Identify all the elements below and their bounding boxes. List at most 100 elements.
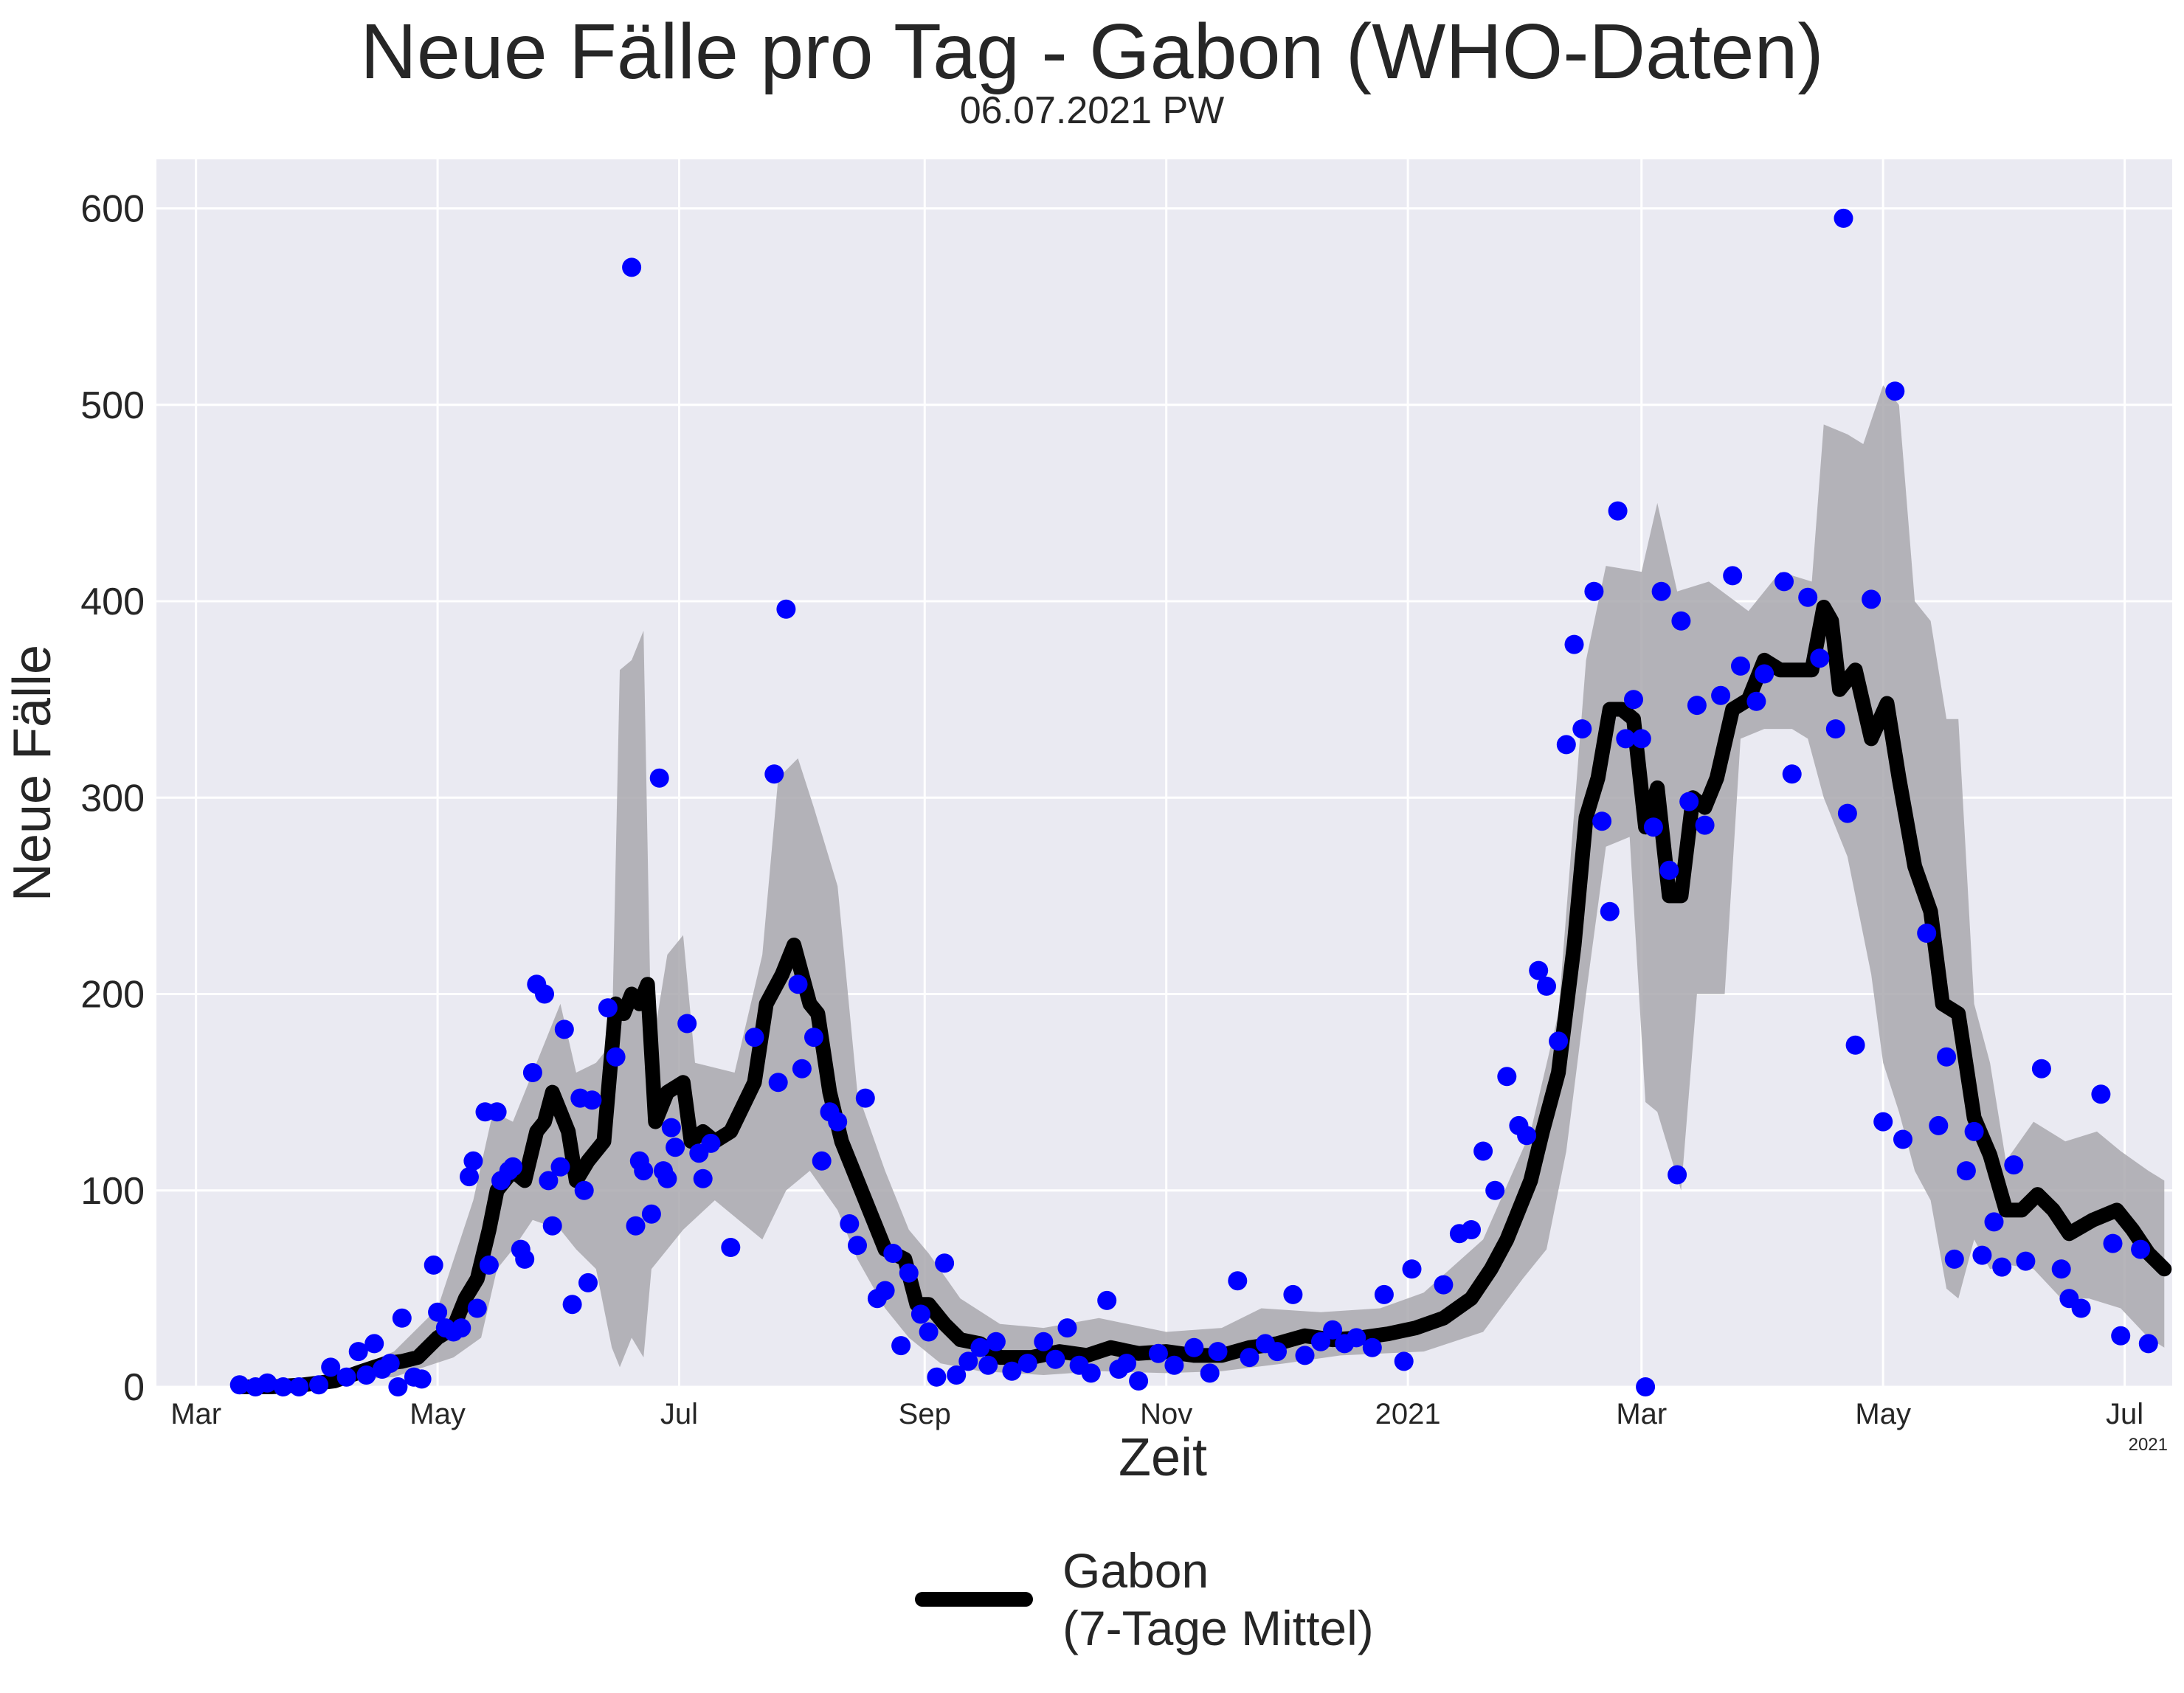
data-point bbox=[744, 1028, 764, 1048]
data-point bbox=[1394, 1351, 1414, 1371]
data-point bbox=[1956, 1161, 1976, 1181]
data-point bbox=[1240, 1348, 1259, 1368]
data-point bbox=[1782, 764, 1802, 784]
data-point bbox=[1556, 735, 1576, 755]
data-point bbox=[947, 1365, 967, 1385]
data-point bbox=[1917, 924, 1937, 943]
y-tick-label: 200 bbox=[80, 974, 145, 1017]
data-point bbox=[574, 1180, 594, 1200]
data-point bbox=[1837, 803, 1857, 823]
data-point bbox=[479, 1255, 499, 1275]
data-point bbox=[1117, 1354, 1136, 1374]
legend-line-swatch bbox=[915, 1592, 1033, 1607]
data-point bbox=[452, 1318, 471, 1338]
x-tick-label: Mar bbox=[1616, 1398, 1667, 1430]
data-point bbox=[1624, 690, 1643, 710]
data-point bbox=[1434, 1275, 1454, 1295]
data-point bbox=[460, 1167, 479, 1187]
chart-subtitle: 06.07.2021 PW bbox=[959, 89, 1225, 132]
data-point bbox=[2111, 1326, 2131, 1346]
legend-label: Gabon (7-Tage Mittel) bbox=[1062, 1542, 1374, 1657]
data-point bbox=[1584, 581, 1604, 601]
data-point bbox=[626, 1216, 646, 1236]
data-point bbox=[1723, 566, 1743, 586]
y-tick-label: 500 bbox=[80, 384, 145, 427]
x-tick-label: Jul bbox=[2106, 1398, 2143, 1430]
y-tick-label: 600 bbox=[80, 188, 145, 231]
data-point bbox=[1885, 381, 1905, 401]
data-point bbox=[1643, 817, 1663, 837]
data-point bbox=[364, 1334, 384, 1354]
data-point bbox=[978, 1355, 998, 1375]
data-point bbox=[1659, 860, 1679, 880]
data-point bbox=[666, 1138, 685, 1157]
data-point bbox=[1711, 685, 1731, 705]
data-point bbox=[986, 1332, 1006, 1351]
data-point bbox=[487, 1102, 507, 1122]
data-point bbox=[1402, 1259, 1422, 1279]
data-point bbox=[1937, 1047, 1957, 1067]
data-point bbox=[1992, 1257, 2012, 1277]
data-point bbox=[768, 1073, 788, 1093]
data-point bbox=[1268, 1342, 1287, 1362]
data-point bbox=[1184, 1337, 1204, 1357]
data-point bbox=[677, 1014, 697, 1034]
data-point bbox=[1631, 729, 1651, 749]
data-point bbox=[1964, 1121, 1984, 1141]
data-point bbox=[1810, 648, 1830, 668]
y-tick-label: 100 bbox=[80, 1170, 145, 1213]
data-point bbox=[1002, 1361, 1022, 1381]
data-point bbox=[1944, 1249, 1964, 1269]
data-point bbox=[424, 1255, 443, 1275]
y-tick-label: 400 bbox=[80, 581, 145, 623]
data-point bbox=[1097, 1290, 1117, 1310]
x-axis-ticks: Mar May Jul Sep Nov 2021 Mar May Jul bbox=[170, 1398, 2143, 1430]
data-point bbox=[2051, 1259, 2071, 1279]
data-point bbox=[1200, 1363, 1220, 1383]
data-point bbox=[1148, 1343, 1168, 1363]
data-point bbox=[1564, 634, 1584, 654]
data-point bbox=[1046, 1349, 1065, 1369]
data-point bbox=[828, 1112, 848, 1132]
data-point bbox=[515, 1249, 535, 1269]
x-tick-label: Nov bbox=[1140, 1398, 1192, 1430]
data-point bbox=[1572, 719, 1592, 739]
data-point bbox=[1755, 664, 1774, 684]
data-point bbox=[1984, 1212, 2004, 1232]
data-point bbox=[467, 1298, 487, 1318]
data-point bbox=[792, 1059, 812, 1079]
data-point bbox=[927, 1367, 947, 1387]
data-point bbox=[1929, 1115, 1949, 1135]
data-point bbox=[721, 1238, 741, 1257]
data-point bbox=[1731, 656, 1750, 676]
data-point bbox=[1295, 1346, 1315, 1365]
data-point bbox=[935, 1253, 955, 1273]
data-point bbox=[1845, 1035, 1865, 1055]
data-point bbox=[1164, 1355, 1184, 1375]
data-point bbox=[1774, 572, 1794, 592]
data-point bbox=[2016, 1251, 2036, 1271]
data-point bbox=[428, 1302, 448, 1322]
data-point bbox=[1600, 901, 1620, 921]
data-point bbox=[539, 1171, 559, 1191]
legend-label-line2: (7-Tage Mittel) bbox=[1062, 1601, 1374, 1655]
data-point bbox=[701, 1133, 721, 1153]
data-point bbox=[1825, 719, 1845, 739]
data-point bbox=[970, 1337, 990, 1357]
data-point bbox=[554, 1019, 574, 1039]
data-point bbox=[1228, 1271, 1248, 1291]
data-point bbox=[1529, 960, 1549, 980]
data-point bbox=[1695, 815, 1715, 835]
data-point bbox=[1497, 1067, 1517, 1087]
data-point bbox=[883, 1244, 903, 1263]
data-point bbox=[503, 1157, 523, 1177]
data-point bbox=[776, 599, 796, 619]
data-point bbox=[1283, 1284, 1303, 1304]
data-point bbox=[2131, 1239, 2151, 1259]
data-point bbox=[356, 1365, 376, 1385]
data-point bbox=[1668, 1165, 1687, 1185]
data-point bbox=[634, 1161, 654, 1181]
data-point bbox=[321, 1357, 341, 1377]
data-point bbox=[1592, 811, 1612, 831]
data-point bbox=[910, 1304, 930, 1324]
